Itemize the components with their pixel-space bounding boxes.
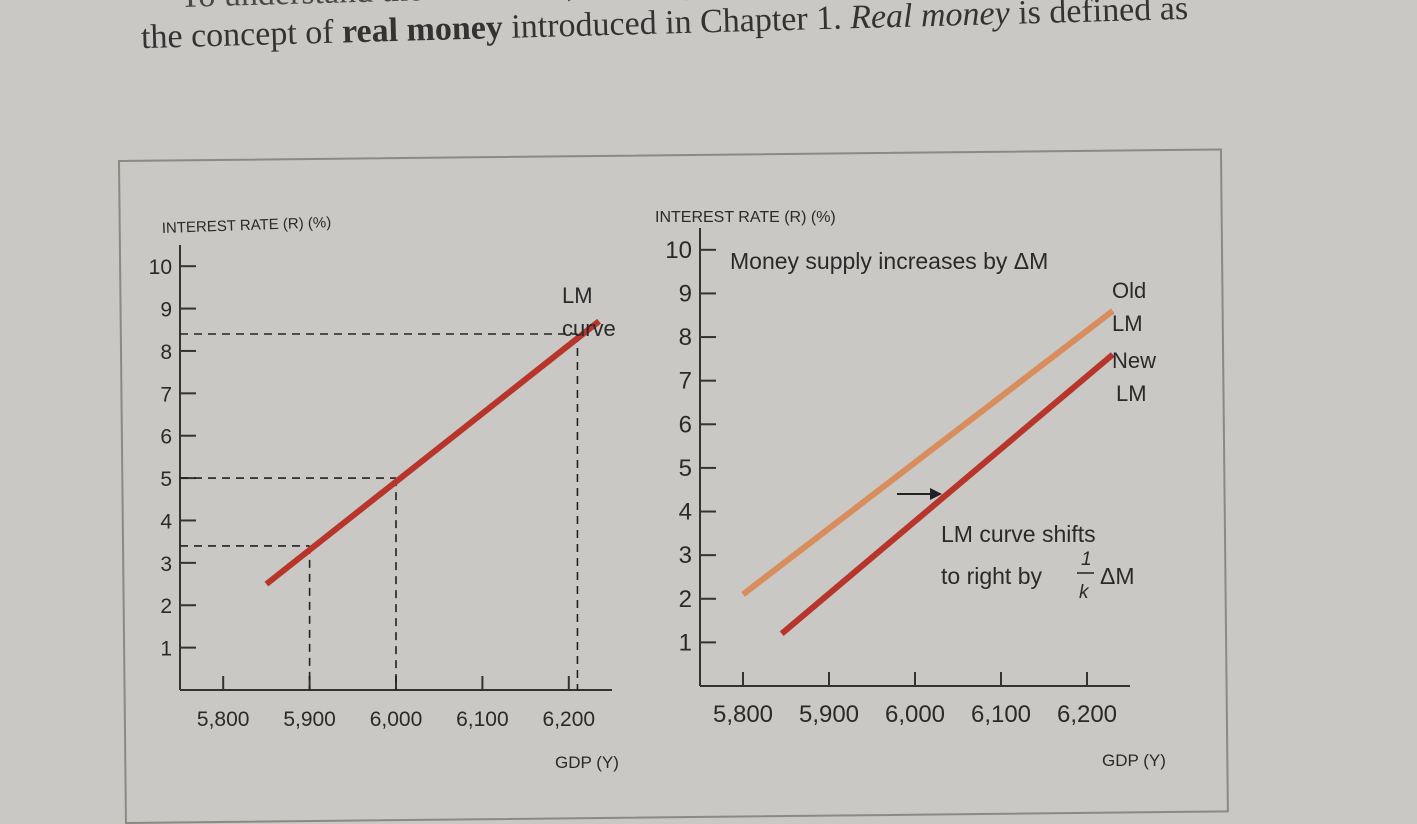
shift-annotation-delta-m: ΔM	[1100, 563, 1135, 589]
x-tick-label: 5,800	[713, 701, 773, 728]
y-tick-label: 10	[665, 237, 692, 264]
x-axis-label-left: GDP (Y)	[555, 753, 619, 772]
y-tick-label: 1	[679, 629, 692, 656]
lm-curve-line	[264, 318, 601, 587]
y-tick-label: 7	[679, 368, 692, 395]
new-lm-label-line-1: New	[1112, 348, 1156, 373]
shift-annotation-line-2: to right by	[941, 563, 1042, 589]
shift-arrow	[897, 488, 942, 500]
y-tick-label: 4	[679, 499, 692, 526]
y-ticks-right: 1 2 3 4 5 6 7 8 9 10	[665, 237, 716, 656]
y-tick-label: 5	[679, 455, 692, 482]
lm-label-line-1: LM	[562, 283, 593, 308]
fraction-numerator: 1	[1081, 549, 1092, 570]
y-tick-label: 9	[160, 299, 172, 322]
y-axis-label-right: INTEREST RATE (R) (%)	[655, 209, 836, 226]
y-axis-label-left: INTEREST RATE (R) (%)	[162, 214, 332, 237]
x-ticks-right: 5,800 5,900 6,000 6,100 6,200	[713, 672, 1117, 728]
x-tick-label: 6,100	[971, 701, 1031, 728]
x-tick-label: 6,000	[370, 708, 423, 731]
y-tick-label: 2	[160, 595, 172, 618]
y-tick-label: 4	[160, 510, 172, 533]
y-tick-label: 3	[679, 542, 692, 569]
lm-label-line-2: curve	[562, 316, 616, 341]
x-ticks-left: 5,800 5,900 6,000 6,100 6,200	[197, 676, 595, 731]
x-axis-label-right: GDP (Y)	[1102, 751, 1166, 770]
y-tick-label: 8	[160, 341, 172, 364]
y-tick-label: 7	[160, 383, 172, 406]
x-tick-label: 5,900	[799, 701, 859, 728]
y-tick-label: 3	[160, 553, 172, 576]
y-tick-label: 1	[160, 638, 172, 661]
y-tick-label: 6	[679, 411, 692, 438]
old-lm-label-line-2: LM	[1112, 311, 1143, 336]
y-tick-label: 9	[679, 280, 692, 307]
new-lm-label-line-2: LM	[1116, 381, 1147, 406]
y-tick-label: 5	[160, 468, 172, 491]
y-ticks-left: 1 2 3 4 5 6 7 8 9 10	[149, 256, 196, 661]
x-tick-label: 5,900	[283, 708, 336, 731]
y-tick-label: 6	[160, 426, 172, 449]
y-tick-label: 10	[149, 256, 172, 279]
old-lm-label-line-1: Old	[1112, 278, 1146, 303]
shift-arrow-head	[930, 488, 942, 500]
x-tick-label: 6,000	[885, 701, 945, 728]
old-lm-line	[741, 308, 1115, 597]
y-tick-label: 2	[679, 586, 692, 613]
x-tick-label: 6,200	[543, 708, 596, 731]
x-tick-label: 6,100	[456, 708, 509, 731]
x-tick-label: 5,800	[197, 708, 250, 731]
reference-guides-left	[180, 333, 579, 690]
money-supply-annotation: Money supply increases by ΔM	[730, 248, 1048, 274]
shift-annotation-line-1: LM curve shifts	[941, 521, 1096, 547]
y-tick-label: 8	[679, 324, 692, 351]
fraction-denominator: k	[1079, 582, 1090, 603]
new-lm-line	[779, 352, 1115, 636]
x-tick-label: 6,200	[1057, 701, 1117, 728]
